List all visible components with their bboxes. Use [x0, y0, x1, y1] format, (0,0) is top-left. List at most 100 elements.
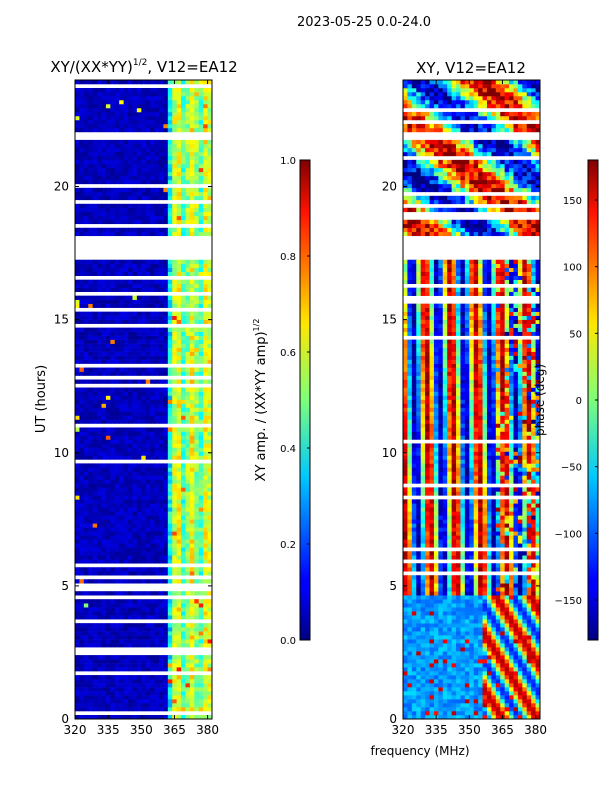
amp-cell	[172, 215, 178, 221]
phase-cell	[513, 703, 519, 708]
amp-cell	[75, 435, 80, 440]
amp-cell	[181, 547, 186, 552]
phase-cell	[531, 675, 537, 680]
amp-cell	[194, 555, 200, 560]
amp-cell	[110, 519, 116, 524]
amp-cell	[105, 483, 111, 488]
amp-cell	[97, 579, 103, 584]
amp-cell	[194, 91, 200, 97]
phase-cell	[429, 695, 435, 700]
amp-cell	[176, 527, 182, 532]
amp-cell	[158, 491, 164, 496]
amp-cell	[79, 359, 85, 364]
amp-cell	[114, 495, 120, 500]
amp-cell	[75, 351, 80, 356]
amp-cell	[158, 147, 164, 153]
amp-cell	[132, 491, 138, 496]
amp-cell	[83, 175, 89, 181]
amp-cell	[97, 103, 103, 109]
amp-cell	[97, 427, 103, 432]
amp-cell	[145, 639, 151, 644]
amp-cell	[150, 603, 156, 608]
amp-cell	[123, 351, 129, 356]
amp-cell	[136, 295, 142, 300]
amp-cell	[75, 471, 80, 476]
phase-cell	[478, 703, 484, 708]
amp-cell	[185, 267, 191, 272]
amp-cell	[150, 139, 156, 145]
amp-cell	[105, 187, 111, 193]
suptitle: 2023-05-25 0.0-24.0	[297, 15, 431, 30]
phase-cell	[486, 603, 492, 608]
amp-cell	[88, 691, 94, 696]
amp-cell	[207, 499, 212, 504]
amp-cell	[154, 451, 160, 456]
amp-cell	[79, 303, 85, 308]
amp-cell	[158, 451, 164, 456]
amp-cell	[194, 347, 200, 352]
amp-cell	[88, 151, 94, 157]
amp-cell	[176, 675, 182, 680]
amp-cell	[75, 139, 80, 145]
amp-cell	[101, 311, 107, 316]
amp-xtick-label: 350	[130, 723, 153, 737]
amp-cell	[181, 115, 186, 121]
amp-cell	[132, 447, 138, 452]
amp-cell	[172, 555, 178, 560]
amp-cell	[101, 139, 107, 145]
amp-cell	[110, 123, 116, 129]
amp-cell	[145, 207, 151, 213]
amp-cell	[97, 415, 103, 420]
amp-cell	[105, 227, 111, 233]
phase-cell	[513, 711, 519, 716]
amp-cell	[150, 675, 156, 680]
amp-cell	[189, 599, 195, 604]
amp-cell	[198, 99, 204, 105]
amp-cell	[176, 611, 182, 616]
amp-cell	[163, 80, 169, 85]
phase-cell	[403, 671, 408, 676]
amp-cell	[163, 295, 169, 300]
amp-cell	[163, 507, 169, 512]
amp-cell	[75, 527, 80, 532]
amp-cell	[163, 351, 169, 356]
amp-cell	[172, 495, 178, 500]
amp-cell	[185, 615, 191, 620]
amp-cell	[181, 507, 186, 512]
phase-cell	[535, 647, 540, 652]
amp-cell	[207, 707, 212, 712]
phase-cell	[420, 679, 426, 684]
amp-cell	[105, 555, 111, 560]
amp-cell	[167, 699, 173, 704]
amp-cell	[163, 111, 169, 117]
amp-cell	[132, 215, 138, 221]
amp-cell	[207, 379, 212, 384]
amp-cell	[128, 419, 133, 424]
amp-cell	[83, 203, 89, 209]
amp-cell	[136, 567, 142, 572]
amp-cell	[145, 547, 151, 552]
amp-cell	[150, 691, 156, 696]
amp-cell	[141, 451, 147, 456]
amp-cell	[88, 263, 94, 268]
amp-cell	[141, 303, 147, 308]
amp-cell	[198, 271, 204, 276]
amp-cell	[105, 435, 111, 440]
amp-cell	[97, 603, 103, 608]
phase-cell	[504, 671, 510, 676]
amp-cell	[105, 171, 111, 177]
amp-cell	[194, 331, 200, 336]
amp-cell	[83, 267, 89, 272]
amp-cell	[167, 571, 173, 576]
amp-cell	[150, 87, 156, 93]
amp-cell	[194, 667, 200, 672]
amp-cell	[88, 327, 94, 332]
amp-cell	[181, 335, 186, 340]
phase-cell	[464, 643, 470, 648]
amp-cell	[136, 703, 142, 708]
amp-cell	[172, 471, 178, 476]
amp-cell	[88, 311, 94, 316]
amp-cell	[198, 467, 204, 472]
amp-cell	[198, 171, 204, 177]
amp-cell	[119, 295, 125, 300]
